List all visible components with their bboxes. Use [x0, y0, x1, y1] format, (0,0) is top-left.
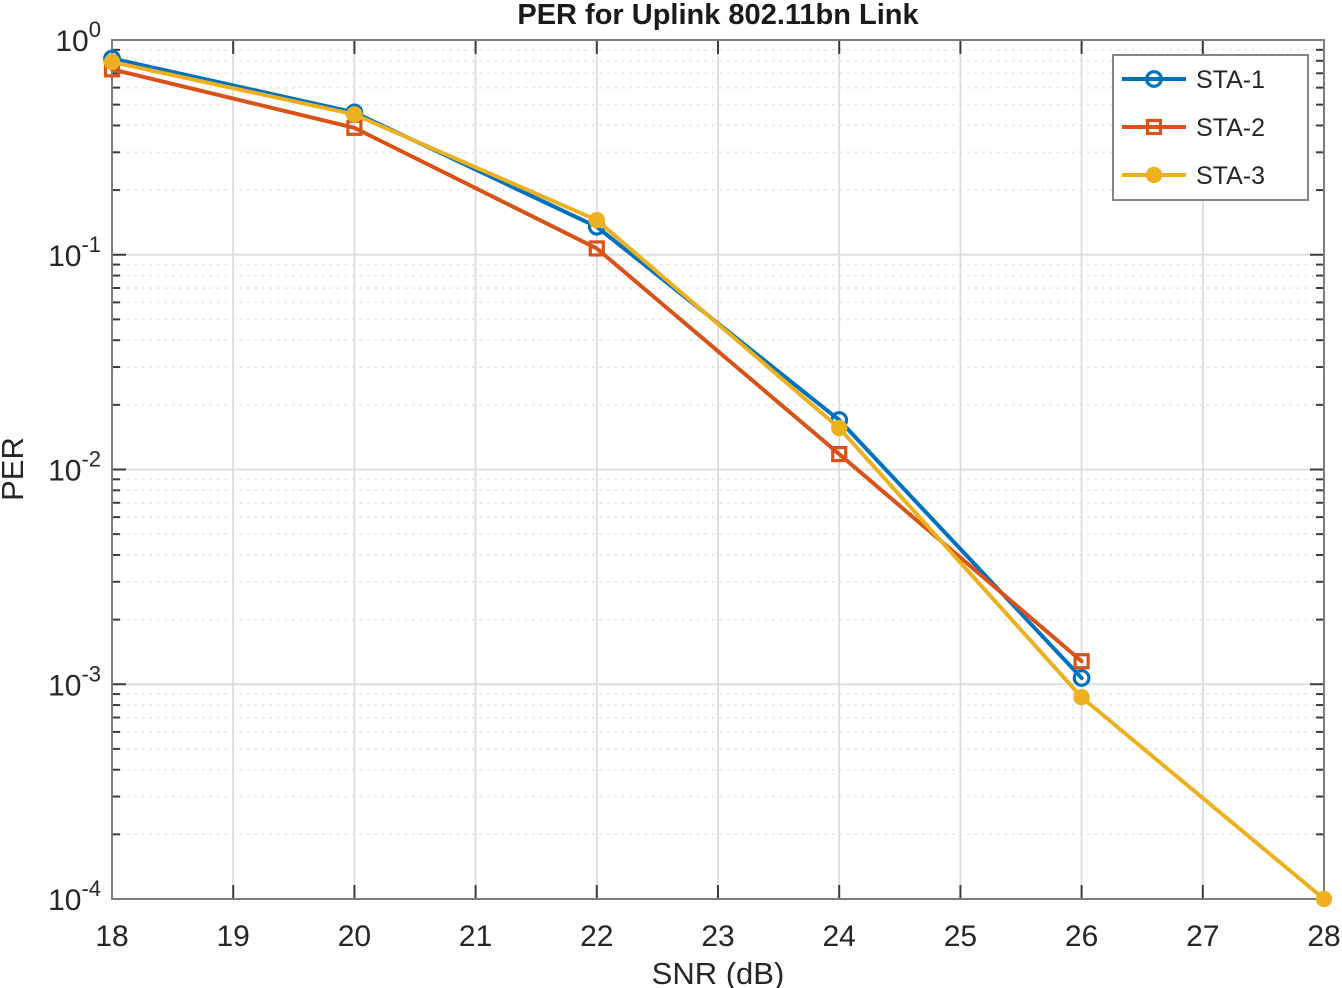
- legend-label-sta-1: STA-1: [1196, 66, 1265, 94]
- x-tick-label: 27: [1186, 920, 1219, 953]
- marker-sta-2: [588, 240, 605, 257]
- x-tick-label: 19: [217, 920, 250, 953]
- x-tick-label: 24: [823, 920, 856, 953]
- x-tick-label: 25: [944, 920, 977, 953]
- series-lines: [103, 49, 1333, 908]
- marker-sta-2: [831, 445, 848, 463]
- tick-labels: 100 10-1 10-2 10-3 10-418 19 20 21 22 23 24 25 26 27 2…: [48, 17, 1341, 953]
- marker-sta-3: [831, 419, 848, 437]
- marker-sta-2: [1073, 653, 1090, 670]
- legend-marker-sta-3: [1145, 166, 1163, 184]
- marker-sta-3: [588, 211, 605, 229]
- axis-box: [111, 39, 1325, 900]
- marker-sta-3: [346, 106, 363, 123]
- legend-label-sta-2: STA-2: [1196, 114, 1265, 142]
- marker-sta-3: [1315, 890, 1333, 908]
- x-tick-label: 22: [580, 920, 613, 953]
- x-tick-label: 21: [459, 920, 492, 953]
- y-tick-label: 10-1: [48, 232, 101, 273]
- marker-sta-1: [1072, 669, 1091, 687]
- series-line-sta-2: [110, 67, 1084, 664]
- series-line-sta-3: [110, 59, 1326, 901]
- legend-label-sta-3: STA-3: [1196, 162, 1265, 190]
- x-tick-label: 26: [1065, 920, 1098, 953]
- y-tick-label: 100: [55, 17, 101, 58]
- marker-sta-3: [1073, 689, 1090, 706]
- x-tick-label: 23: [701, 920, 734, 953]
- chart-title: PER for Uplink 802.11bn Link: [517, 0, 919, 31]
- y-tick-label: 10-4: [48, 876, 101, 917]
- legend-marker-sta-2: [1145, 118, 1163, 136]
- legend-marker-sta-1: [1145, 70, 1163, 88]
- y-tick-label: 10-2: [48, 447, 101, 488]
- y-axis-label: PER: [0, 437, 30, 501]
- x-tick-label: 20: [338, 920, 371, 953]
- x-axis-label: SNR (dB): [652, 956, 785, 988]
- x-tick-label: 28: [1307, 920, 1340, 953]
- legend: STA-1 STA-2 STA-3: [1112, 54, 1309, 201]
- y-tick-label: 10-3: [48, 661, 101, 702]
- x-tick-label: 18: [95, 920, 128, 953]
- marker-sta-3: [103, 53, 121, 71]
